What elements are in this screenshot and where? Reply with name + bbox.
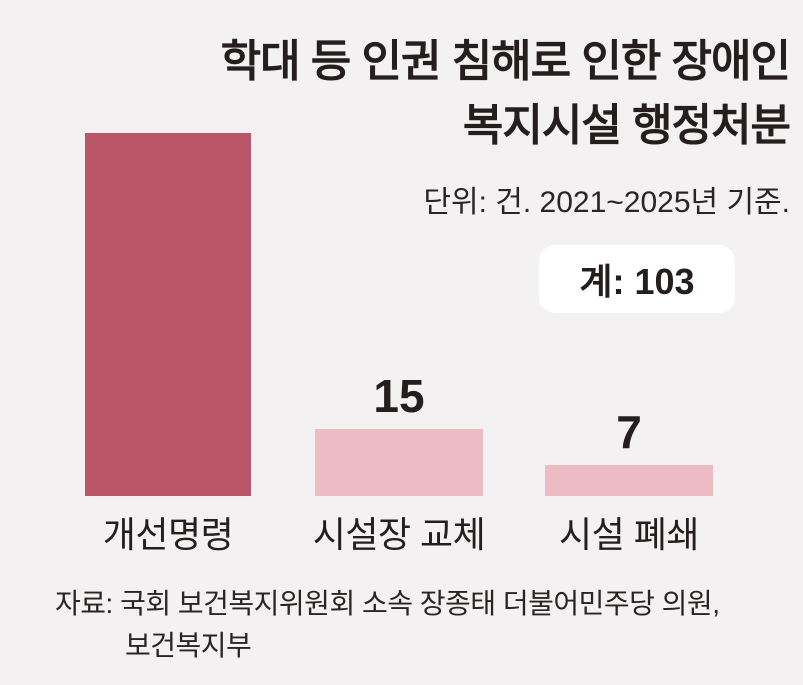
source-line2: 보건복지부 bbox=[125, 630, 252, 661]
bar-category-label: 개선명령 bbox=[102, 514, 234, 555]
total-badge-label: 계: 103 bbox=[579, 261, 695, 302]
source-note: 자료: 국회 보건복지위원회 소속 장종태 더불어민주당 의원, 보건복지부 bbox=[55, 583, 720, 667]
bar-group-facility-head-replacement: 15 시설장 교체 bbox=[313, 120, 486, 555]
bar-value-label: 7 bbox=[616, 406, 642, 458]
bar-facility-head-replacement bbox=[315, 429, 483, 496]
bar-chart: 81 개선명령 15 시설장 교체 7 시설 폐쇄 bbox=[0, 120, 803, 555]
source-line1: 자료: 국회 보건복지위원회 소속 장종태 더불어민주당 의원, bbox=[55, 588, 720, 619]
chart-title-line2: 복지시설 행정처분 bbox=[462, 101, 791, 150]
chart-title-line1: 학대 등 인권 침해로 인한 장애인 bbox=[220, 37, 791, 86]
bar-group-facility-closure: 7 시설 폐쇄 bbox=[545, 120, 713, 555]
bar-improvement-order bbox=[85, 133, 251, 496]
chart-subtitle: 단위: 건. 2021~2025년 기준. bbox=[423, 186, 790, 219]
bar-value-label: 15 bbox=[373, 370, 425, 422]
bar-group-improvement-order: 81 개선명령 bbox=[85, 120, 251, 555]
bar-category-label: 시설장 교체 bbox=[312, 514, 486, 555]
bar-facility-closure bbox=[545, 465, 713, 496]
total-badge: 계: 103 bbox=[539, 245, 735, 313]
bar-category-label: 시설 폐쇄 bbox=[559, 514, 699, 555]
